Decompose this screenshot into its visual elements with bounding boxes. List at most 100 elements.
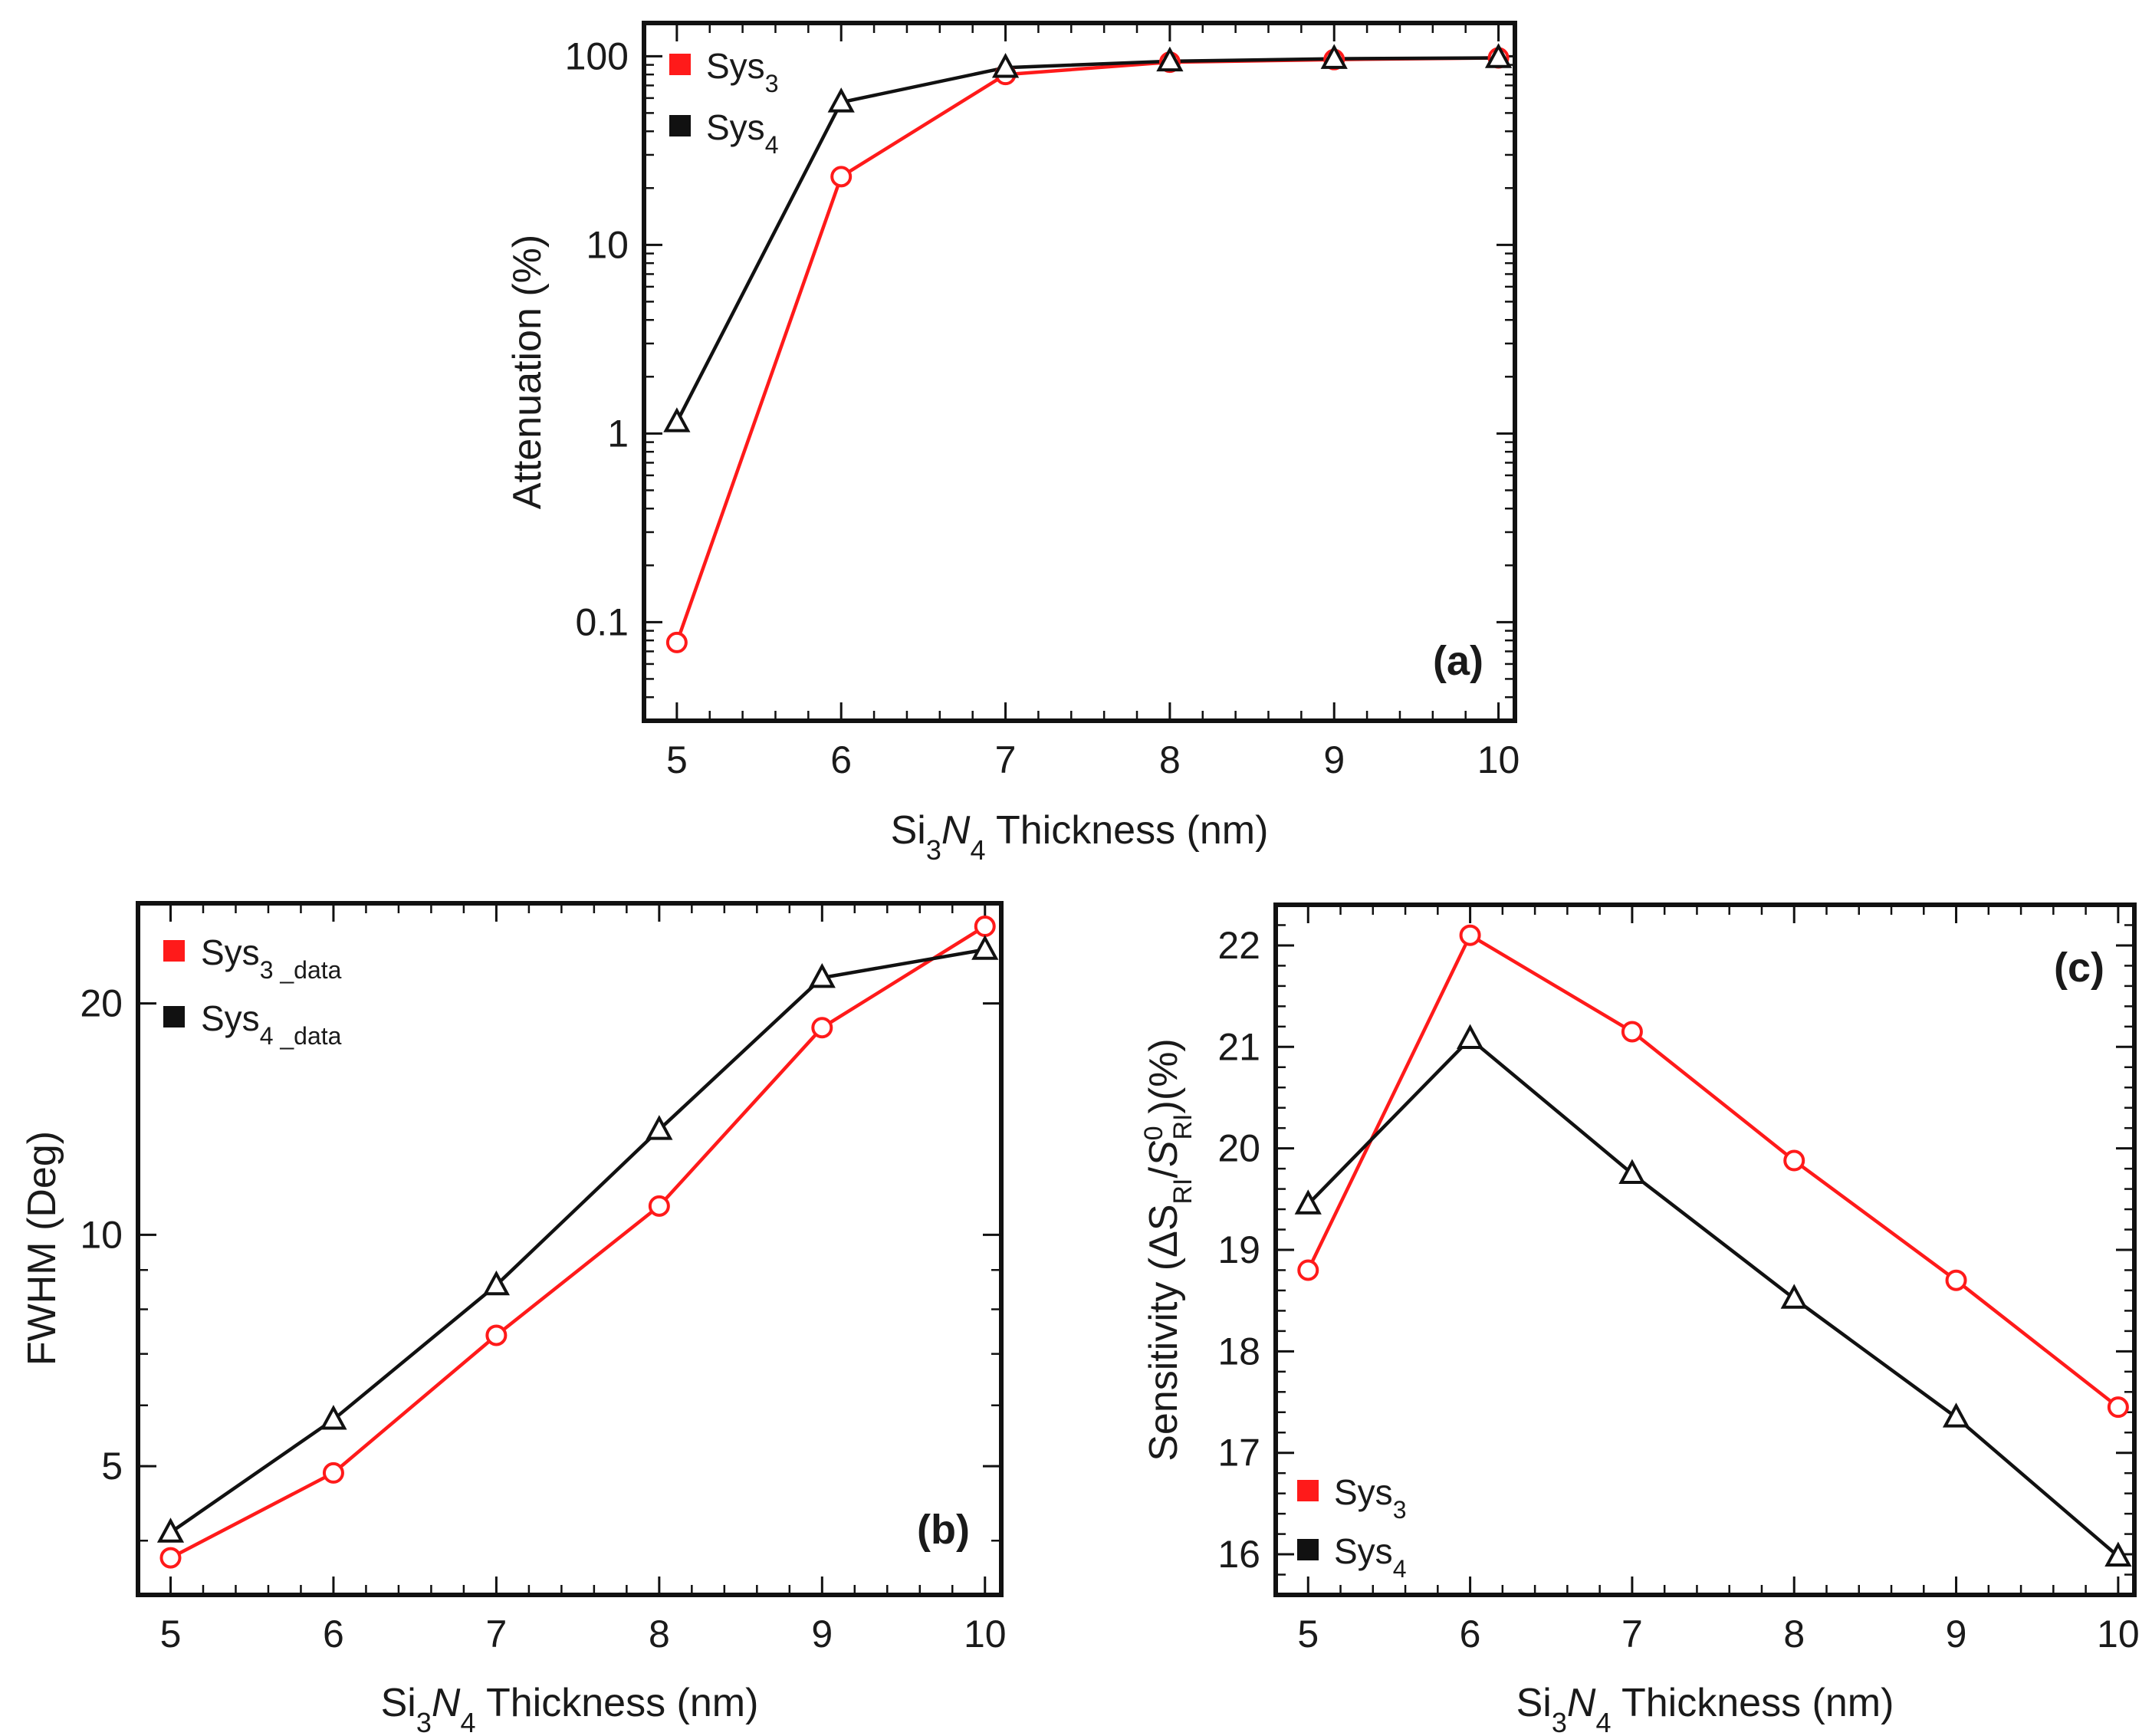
data-point-sys3	[159, 1547, 182, 1569]
legend-label-sys3: Sys3	[1334, 1472, 1406, 1524]
y-tick-label: 19	[1217, 1228, 1260, 1271]
data-point-sys4	[156, 1517, 185, 1543]
data-point-sys4	[991, 53, 1020, 78]
panel-a-y-ticks: 0.1 1 10 100	[565, 35, 1515, 699]
y-tick-label: 100	[565, 35, 629, 77]
panel-b-y-axis-label: FWHM (Deg)	[20, 1131, 64, 1366]
data-point-sys4	[827, 87, 855, 113]
series-line-sys3	[675, 56, 1499, 643]
panel-a-x-ticks: 5 6 7 8 9 10	[666, 23, 1520, 781]
data-point-sys3	[974, 916, 996, 938]
data-point-sys4	[1942, 1402, 1970, 1428]
panel-b-frame	[136, 901, 1004, 1597]
data-point-sys3	[1783, 1149, 1805, 1172]
x-tick-label: 6	[830, 738, 852, 781]
legend-swatch-sys4	[1297, 1539, 1319, 1560]
panel-c-points	[1294, 924, 2132, 1567]
y-tick-label: 1	[607, 412, 629, 455]
panel-a-frame	[642, 21, 1517, 723]
y-tick-label: 21	[1217, 1025, 1260, 1068]
data-point-sys4	[1156, 46, 1184, 72]
series-line-sys3	[1306, 933, 2120, 1409]
legend-label-sys3-data: Sys3 _data	[201, 932, 342, 984]
panel-b-legend: Sys3 _data Sys4 _data	[163, 932, 342, 1050]
legend-label-sys4: Sys4	[1334, 1531, 1406, 1583]
panel-c-series-lines	[1306, 933, 2120, 1558]
legend-label-sys3: Sys3	[706, 46, 778, 97]
x-tick-label: 9	[811, 1613, 833, 1655]
data-point-sys4	[1294, 1189, 1322, 1215]
y-tick-label: 22	[1217, 924, 1260, 967]
series-line-sys3	[169, 925, 986, 1560]
data-point-sys4	[646, 1115, 673, 1140]
panel-a: 0.1 1 10 100 5 6 7 8 9 10 Sys3 Sys4 (a) Attenuat…	[505, 21, 1520, 866]
panel-a-legend: Sys3 Sys4	[669, 46, 778, 159]
series-line-sys4	[1306, 1037, 2120, 1558]
x-tick-label: 9	[1323, 738, 1345, 781]
panel-c-label: (c)	[2054, 945, 2104, 991]
x-tick-label: 5	[666, 738, 688, 781]
x-tick-label: 10	[1477, 738, 1520, 781]
data-point-sys4	[1618, 1159, 1646, 1184]
data-point-sys3	[1297, 1259, 1319, 1281]
panel-a-x-axis-label: Si3N4 Thickness (nm)	[891, 808, 1269, 866]
x-tick-label: 7	[485, 1613, 507, 1655]
data-point-sys4	[1780, 1284, 1808, 1309]
legend-swatch-sys3	[669, 54, 691, 75]
panel-c-legend: Sys3 Sys4	[1297, 1472, 1406, 1583]
legend-swatch-sys4	[669, 115, 691, 136]
data-point-sys4	[808, 962, 836, 988]
x-tick-label: 7	[995, 738, 1017, 781]
x-tick-label: 5	[160, 1613, 182, 1655]
x-tick-label: 6	[323, 1613, 344, 1655]
y-tick-label: 20	[1217, 1127, 1260, 1170]
panel-b-y-ticks: 5 10 20	[80, 982, 1001, 1542]
x-tick-label: 7	[1621, 1613, 1643, 1655]
panel-c-x-axis-label: Si3N4 Thickness (nm)	[1516, 1681, 1894, 1736]
data-point-sys4	[320, 1405, 347, 1430]
series-line-sys4	[169, 948, 986, 1534]
y-tick-label: 20	[80, 982, 123, 1025]
data-point-sys3	[2107, 1396, 2129, 1419]
x-tick-label: 10	[964, 1613, 1007, 1655]
data-point-sys4	[1456, 1024, 1484, 1049]
y-tick-label: 17	[1217, 1432, 1260, 1475]
data-point-sys3	[648, 1195, 670, 1217]
data-point-sys3	[485, 1324, 508, 1346]
panel-a-y-axis-label: Attenuation (%)	[505, 235, 550, 509]
data-point-sys4	[482, 1270, 511, 1296]
data-point-sys4	[1484, 43, 1513, 68]
legend-swatch-sys3	[1297, 1480, 1319, 1501]
legend-swatch-sys3-data	[163, 940, 185, 962]
panel-c-frame	[1273, 903, 2137, 1597]
x-tick-label: 8	[1783, 1613, 1805, 1655]
panel-b-x-ticks: 5 6 7 8 9 10	[160, 903, 1007, 1655]
panel-c-y-ticks: 16 17 18 19 20 21 22	[1217, 903, 2134, 1596]
series-line-sys4	[675, 56, 1499, 423]
panel-c-y-axis-label: Sensitivity (ΔSRI/S0RI)(%)	[1139, 1038, 1198, 1461]
legend-label-sys4: Sys4	[706, 107, 778, 159]
data-point-sys3	[1621, 1021, 1643, 1043]
x-tick-label: 5	[1297, 1613, 1319, 1655]
legend-label-sys4-data: Sys4 _data	[201, 998, 342, 1050]
panel-a-series-lines	[675, 56, 1499, 643]
panel-b-series-lines	[169, 925, 986, 1560]
panel-a-points	[663, 43, 1513, 653]
x-tick-label: 6	[1460, 1613, 1481, 1655]
panel-b-x-axis-label: Si3N4 Thickness (nm)	[381, 1681, 759, 1736]
x-tick-label: 10	[2097, 1613, 2140, 1655]
panel-c-x-ticks: 5 6 7 8 9 10	[1297, 905, 2140, 1655]
panel-b-label: (b)	[917, 1507, 970, 1553]
legend-swatch-sys4-data	[163, 1006, 185, 1027]
x-tick-label: 9	[1946, 1613, 1967, 1655]
y-tick-label: 0.1	[575, 600, 629, 643]
data-point-sys3	[811, 1017, 833, 1039]
y-tick-label: 16	[1217, 1533, 1260, 1576]
panel-c: 16 17 18 19 20 21 22 5 6 7 8 9 10 Sys3 Sys4 (c) Sen…	[1139, 903, 2140, 1736]
y-tick-label: 5	[101, 1445, 123, 1488]
y-tick-label: 18	[1217, 1330, 1260, 1373]
data-point-sys4	[971, 935, 999, 960]
data-point-sys3	[665, 631, 688, 653]
